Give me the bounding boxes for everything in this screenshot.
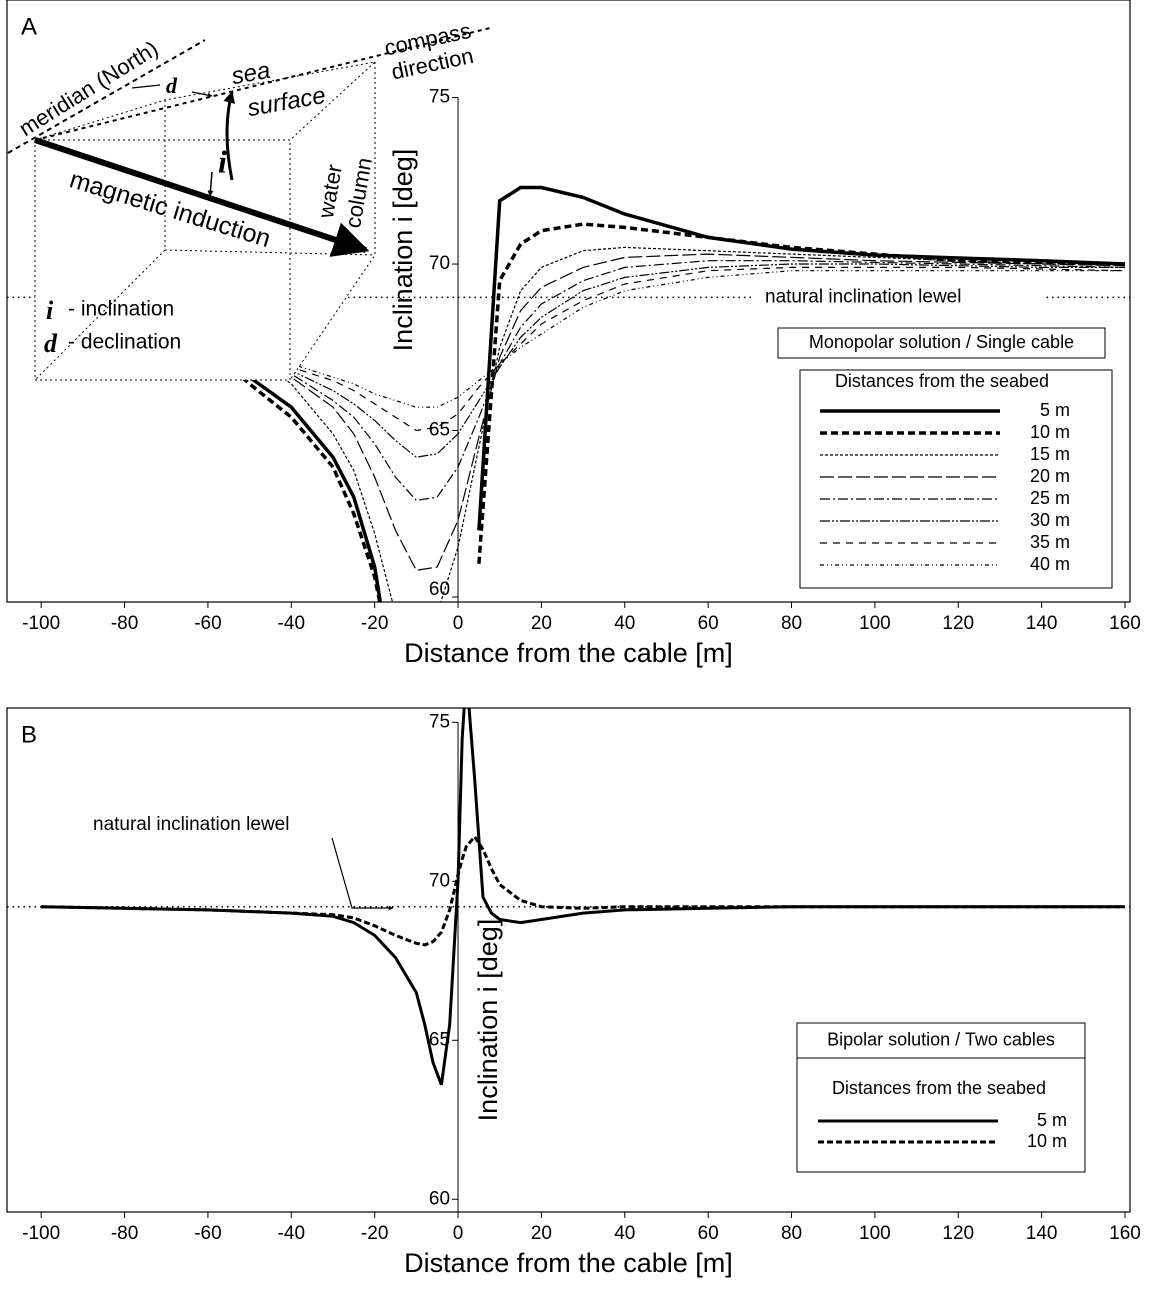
x-tick-label: 60 (698, 613, 719, 634)
annotation-arrow (332, 838, 393, 908)
x-tick-label: -60 (194, 613, 221, 634)
y-axis-title: Inclination i [deg] (388, 149, 418, 352)
x-tick-label: -60 (194, 1223, 221, 1244)
x-tick-label: -100 (22, 613, 60, 634)
legend-header: Bipolar solution / Two cables (827, 1029, 1055, 1049)
x-tick-label: 40 (614, 1223, 635, 1244)
legend-label: 5 m (1040, 400, 1070, 420)
legend-label: 15 m (1030, 444, 1070, 464)
legend-label: 5 m (1037, 1110, 1067, 1130)
data-line (41, 837, 1125, 945)
x-tick-label: 100 (859, 613, 891, 634)
inset-label: - inclination (68, 298, 174, 321)
y-tick-label: 75 (429, 87, 450, 108)
x-tick-label: 60 (698, 1223, 719, 1244)
x-tick-label: 140 (1026, 613, 1058, 634)
x-tick-label: -20 (361, 1223, 388, 1244)
x-tick-label: 80 (781, 1223, 802, 1244)
x-tick-label: 0 (453, 613, 464, 634)
legend-label: 20 m (1030, 466, 1070, 486)
y-tick-label: 70 (429, 870, 450, 891)
x-tick-label: 40 (614, 613, 635, 634)
x-tick-label: 20 (531, 613, 552, 634)
legend-label: 10 m (1030, 422, 1070, 442)
legend-header: Monopolar solution / Single cable (809, 332, 1074, 352)
legend-title: Distances from the seabed (835, 371, 1049, 391)
reference-label: natural inclination lewel (765, 286, 961, 307)
panel-label: A (21, 13, 37, 40)
x-axis-title: Distance from the cable [m] (404, 638, 733, 668)
x-tick-label: -40 (278, 613, 305, 634)
legend-label: 35 m (1030, 532, 1070, 552)
y-axis-title: Inclination i [deg] (473, 919, 503, 1122)
reference-label: natural inclination lewel (93, 814, 289, 835)
x-tick-label: 80 (781, 613, 802, 634)
x-tick-label: 20 (531, 1223, 552, 1244)
x-tick-label: -20 (361, 613, 388, 634)
x-tick-label: 120 (942, 1223, 974, 1244)
x-tick-label: 100 (859, 1223, 891, 1244)
x-tick-label: -80 (111, 613, 138, 634)
y-tick-label: 75 (429, 711, 450, 732)
x-tick-label: 120 (942, 613, 974, 634)
x-tick-label: -100 (22, 1223, 60, 1244)
x-tick-label: 160 (1109, 613, 1141, 634)
legend-label: 10 m (1027, 1131, 1067, 1151)
legend-label: 30 m (1030, 510, 1070, 530)
x-axis-title: Distance from the cable [m] (404, 1248, 733, 1278)
x-tick-label: -80 (111, 1223, 138, 1244)
inset-label: i (218, 143, 227, 179)
y-tick-label: 60 (429, 1188, 450, 1209)
legend-title: Distances from the seabed (832, 1078, 1046, 1098)
inset-label: d (44, 329, 58, 358)
inset-label: d (166, 73, 178, 98)
x-tick-label: 160 (1109, 1223, 1141, 1244)
y-tick-label: 65 (429, 420, 450, 441)
x-tick-label: 0 (453, 1223, 464, 1244)
x-tick-label: -40 (278, 1223, 305, 1244)
legend-label: 40 m (1030, 554, 1070, 574)
inset-label: i (46, 296, 54, 325)
x-tick-label: 140 (1026, 1223, 1058, 1244)
legend-label: 25 m (1030, 488, 1070, 508)
y-tick-label: 70 (429, 253, 450, 274)
figure: A -100 -80 -60 -40 -20 0 20 40 60 80 100 120 140 160 60… (0, 0, 1150, 1291)
inset-label: - declination (68, 331, 181, 354)
panel-label: B (21, 721, 37, 748)
